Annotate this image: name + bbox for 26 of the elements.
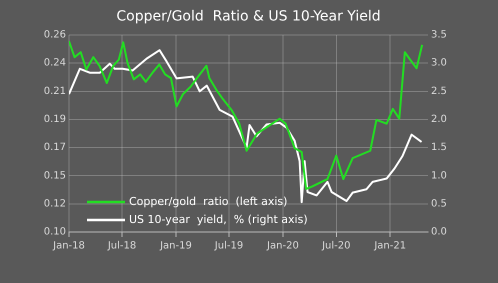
legend-label: US 10-year yield, % (right axis) — [129, 212, 308, 226]
y-tick-label: 0.17 — [44, 142, 66, 154]
y-tick-label: 0.12 — [44, 198, 66, 210]
y2-tick-label: 1.0 — [431, 170, 447, 182]
y-tick-label: 0.10 — [44, 226, 66, 238]
x-tick-label: Jan-18 — [52, 240, 85, 252]
y2-tick-label: 2.0 — [431, 114, 447, 126]
y-tick-label: 0.24 — [44, 58, 66, 69]
y2-tick-label: 2.5 — [431, 86, 447, 97]
y2-tick-label: 3.0 — [431, 58, 447, 69]
y2-tick-label: 3.5 — [431, 30, 447, 41]
x-tick-label: Jan-20 — [266, 240, 299, 252]
y-tick-label: 0.21 — [44, 86, 66, 97]
y-tick-label: 0.26 — [44, 30, 66, 41]
chart-title: Copper/Gold Ratio & US 10-Year Yield — [116, 8, 381, 25]
x-tick-label: Jan-19 — [159, 240, 192, 252]
y2-tick-label: 0.0 — [431, 226, 447, 238]
x-tick-label: Jul-20 — [321, 240, 350, 252]
x-tick-label: Jan-21 — [373, 240, 406, 252]
x-tick-label: Jul-18 — [106, 240, 136, 252]
legend-label: Copper/gold ratio (left axis) — [129, 194, 288, 208]
y2-tick-label: 0.5 — [431, 198, 447, 210]
y-tick-label: 0.15 — [44, 170, 66, 182]
y-tick-label: 0.19 — [44, 114, 66, 126]
y2-tick-label: 1.5 — [431, 142, 447, 154]
x-tick-label: Jul-19 — [214, 240, 244, 252]
